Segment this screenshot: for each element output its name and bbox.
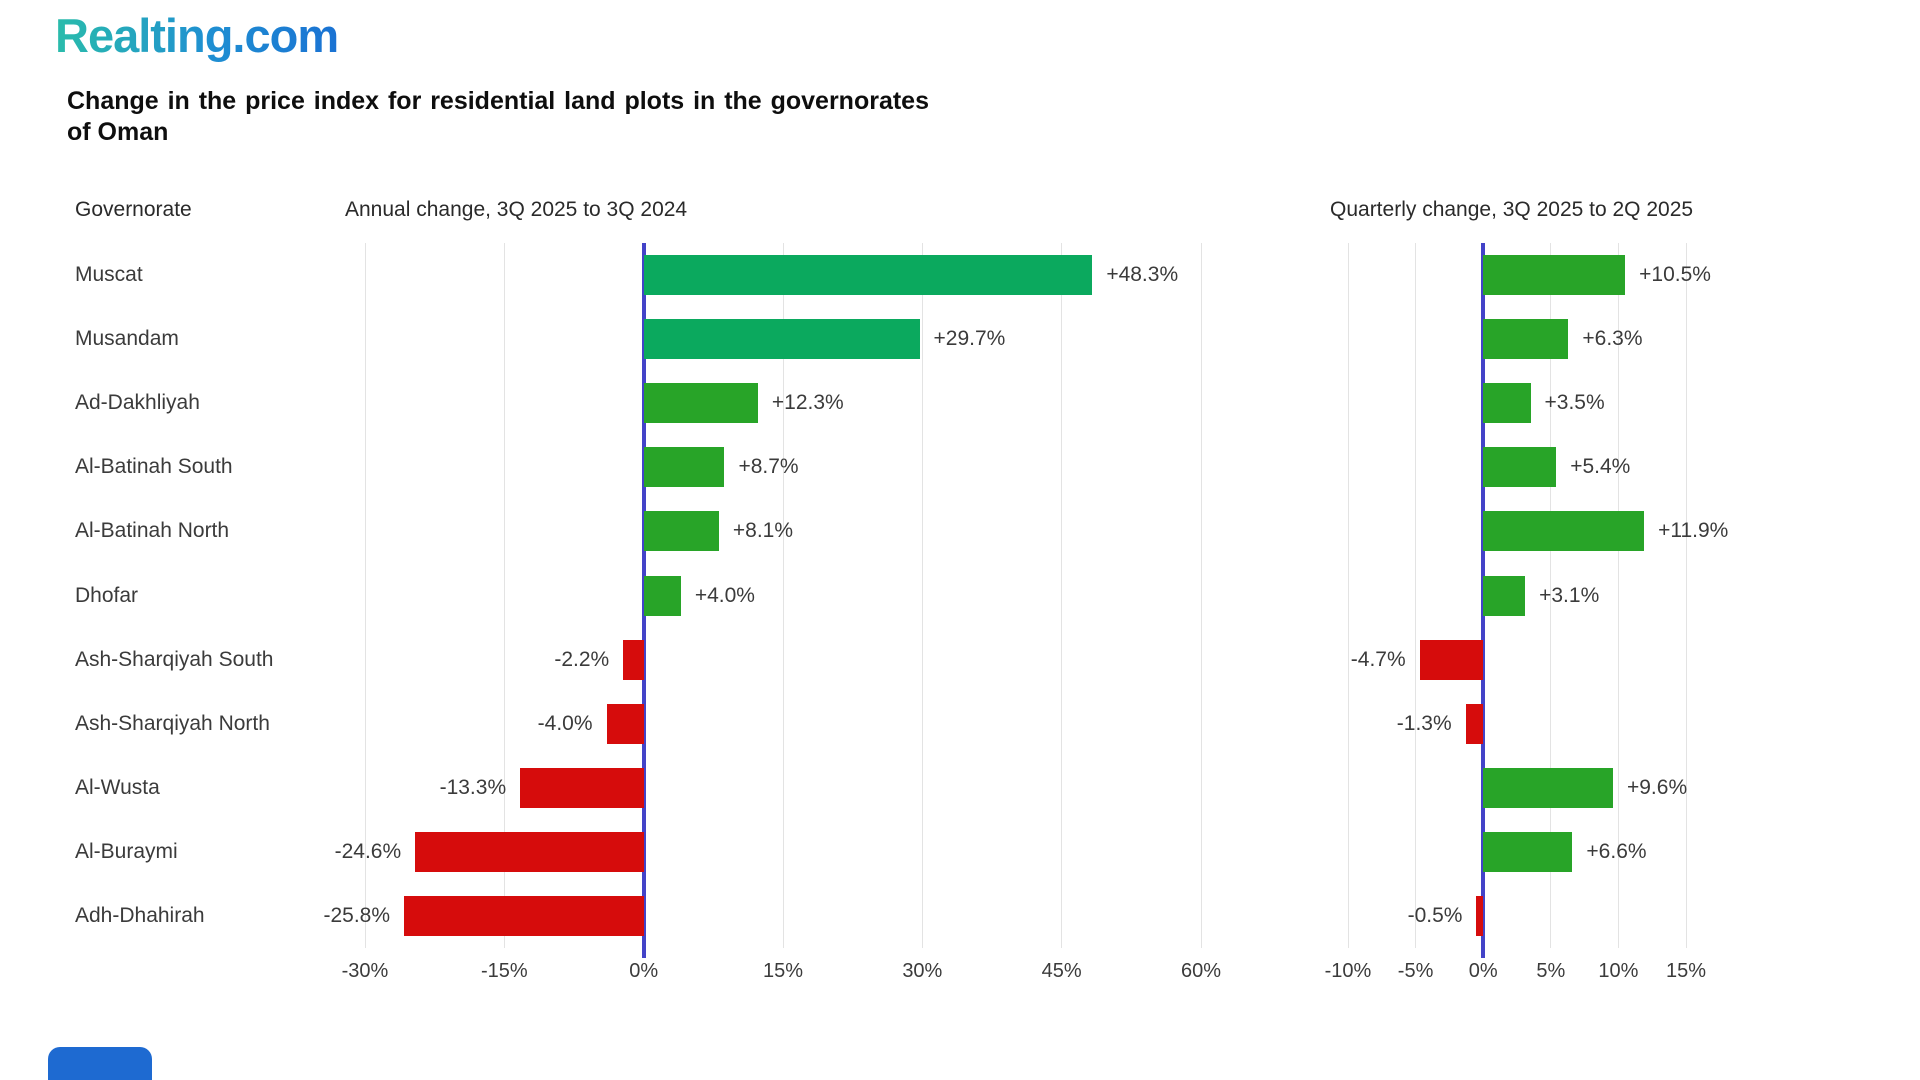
bar — [643, 383, 758, 424]
axis-tick-label: 15% — [1665, 960, 1707, 982]
governorate-label: Muscat — [75, 263, 143, 287]
axis-tick-label: 45% — [1041, 960, 1082, 982]
bar — [1476, 895, 1484, 936]
bar-value-label: -1.3% — [1396, 711, 1452, 735]
bar-value-label: -24.6% — [334, 839, 402, 863]
bar-value-label: +48.3% — [1106, 263, 1179, 287]
bar — [643, 319, 920, 360]
axis-tick-label: 15% — [762, 960, 804, 982]
axis-tick-label: -5% — [1397, 960, 1434, 982]
gridline — [1550, 243, 1552, 948]
gridline — [1415, 243, 1417, 948]
bar — [1465, 703, 1484, 744]
column-header-governorate: Governorate — [75, 198, 192, 221]
bar-value-label: +6.3% — [1582, 327, 1643, 351]
bar — [1483, 511, 1645, 552]
bar-value-label: +3.5% — [1544, 391, 1605, 415]
gridline — [1685, 243, 1687, 948]
bar — [1483, 319, 1569, 360]
bar — [623, 639, 644, 680]
corner-logo-square — [48, 1047, 152, 1080]
axis-tick-label: 10% — [1598, 960, 1639, 982]
bar — [520, 767, 644, 808]
bar — [1483, 255, 1626, 296]
bar-value-label: -0.5% — [1407, 903, 1463, 927]
governorate-label: Ash-Sharqiyah North — [75, 711, 270, 735]
realting-logo: Realting.com — [55, 9, 339, 62]
gridline — [364, 243, 366, 948]
bar-value-label: -2.2% — [554, 647, 610, 671]
governorate-label: Al-Buraymi — [75, 839, 178, 863]
gridline — [1617, 243, 1619, 948]
axis-tick-label: 0% — [1468, 960, 1498, 982]
bar-value-label: -13.3% — [439, 775, 507, 799]
bar — [415, 831, 644, 872]
bar — [1483, 383, 1531, 424]
gridline — [1347, 243, 1349, 948]
governorate-label: Ash-Sharqiyah South — [75, 647, 274, 671]
bar — [1483, 767, 1613, 808]
axis-tick-label: -15% — [480, 960, 528, 982]
gridline — [1061, 243, 1063, 948]
gridline — [782, 243, 784, 948]
bar-value-label: +9.6% — [1626, 775, 1688, 799]
governorate-label: Al-Batinah South — [75, 455, 233, 479]
chart-title: Change in the price index for residentia… — [67, 87, 929, 146]
bar-value-label: +3.1% — [1539, 583, 1600, 607]
governorate-label: Adh-Dhahirah — [75, 903, 205, 927]
bar — [643, 511, 719, 552]
bar — [404, 895, 644, 936]
axis-tick-label: 60% — [1180, 960, 1222, 982]
bar-value-label: -4.0% — [537, 711, 593, 735]
bar-value-label: +5.4% — [1570, 455, 1631, 479]
bar — [643, 575, 681, 616]
bar — [1483, 447, 1557, 488]
column-header-annual: Annual change, 3Q 2025 to 3Q 2024 — [345, 198, 688, 221]
column-header-quarterly: Quarterly change, 3Q 2025 to 2Q 2025 — [1330, 198, 1694, 221]
governorate-label: Dhofar — [75, 583, 139, 607]
bar-value-label: +4.0% — [694, 583, 755, 607]
bar-value-label: +12.3% — [771, 391, 844, 415]
governorate-label: Ad-Dakhliyah — [75, 391, 200, 415]
bar — [643, 447, 725, 488]
gridline — [921, 243, 923, 948]
axis-tick-label: -30% — [341, 960, 389, 982]
gridline — [1200, 243, 1202, 948]
bar — [1483, 831, 1573, 872]
bar-value-label: +8.1% — [732, 519, 794, 543]
bar-value-label: +10.5% — [1639, 263, 1711, 287]
bar — [1483, 575, 1526, 616]
bar-value-label: +6.6% — [1586, 839, 1647, 863]
bar-value-label: +29.7% — [933, 327, 1006, 351]
bar-value-label: +11.9% — [1658, 519, 1729, 543]
governorate-label: Al-Batinah North — [75, 519, 230, 543]
governorate-label: Al-Wusta — [75, 775, 160, 799]
governorate-label: Musandam — [75, 327, 179, 351]
axis-tick-label: -10% — [1324, 960, 1372, 982]
axis-tick-label: 0% — [629, 960, 659, 982]
bar-value-label: -4.7% — [1350, 647, 1406, 671]
bar — [1419, 639, 1484, 680]
bar-value-label: -25.8% — [323, 903, 391, 927]
axis-tick-label: 30% — [902, 960, 943, 982]
bar — [606, 703, 644, 744]
bar-value-label: +8.7% — [738, 455, 799, 479]
axis-tick-label: 5% — [1536, 960, 1566, 982]
bar — [643, 255, 1093, 296]
gridline — [503, 243, 505, 948]
